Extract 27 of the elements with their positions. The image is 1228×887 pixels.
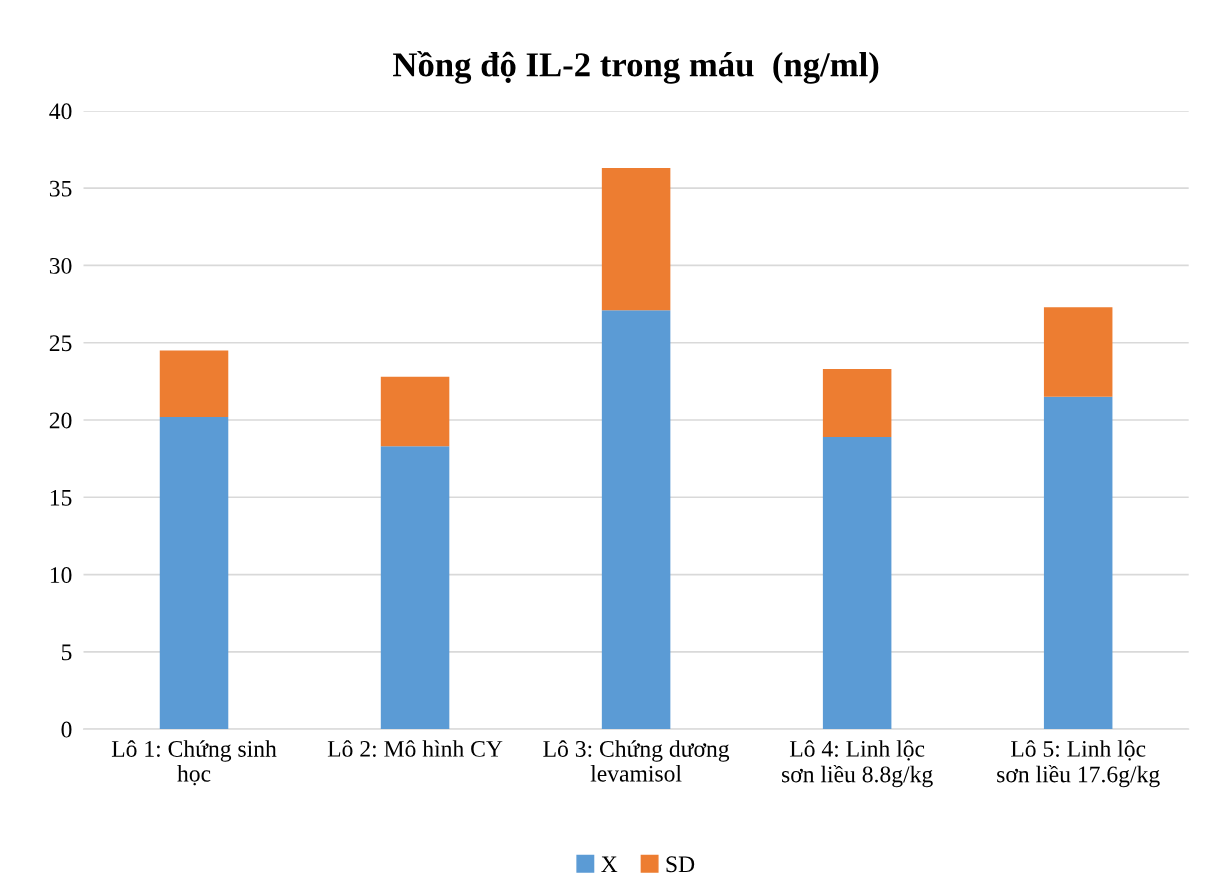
bar — [601, 310, 671, 730]
chart-title: Nồng độ IL-2 trong máu (ng/ml) — [393, 50, 879, 84]
x-tick-label: Lô 2: Mô hình CY — [327, 740, 503, 757]
legend-label: SD — [666, 856, 695, 873]
bar — [380, 376, 450, 447]
y-tick-label: 5 — [61, 644, 72, 661]
y-tick-label: 0 — [61, 721, 72, 738]
y-tick-label: 30 — [49, 257, 72, 274]
bar — [1043, 396, 1113, 730]
legend-label: X — [601, 856, 618, 872]
bar — [601, 168, 671, 311]
bar — [380, 446, 450, 730]
x-tick-label: Lô 1: Chứng sinh học — [111, 740, 277, 786]
bar — [159, 350, 229, 417]
x-tick-label: Lô 4: Linh lộc sơn liều 8.8g/kg — [782, 740, 933, 788]
y-tick-label: 40 — [49, 103, 72, 120]
x-tick-label: Lô 3: Chứng dương levamisol — [543, 740, 730, 782]
y-tick-label: 20 — [49, 412, 72, 429]
bar — [1043, 307, 1113, 397]
y-tick-label: 25 — [49, 335, 72, 352]
x-tick-label: Lô 5: Linh lộc sơn liều 17.6g/kg — [997, 740, 1160, 788]
y-tick-label: 15 — [50, 489, 72, 506]
bar — [159, 416, 229, 730]
bar — [822, 437, 892, 730]
y-tick-label: 35 — [49, 180, 72, 197]
bar — [822, 368, 892, 437]
y-tick-label: 10 — [50, 567, 72, 583]
